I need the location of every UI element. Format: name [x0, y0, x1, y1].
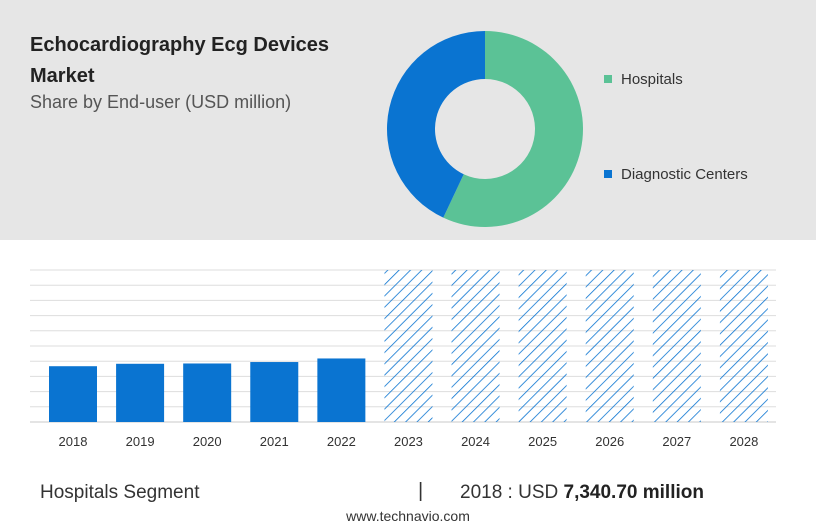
legend-item-hospitals: Hospitals	[604, 71, 683, 88]
x-tick-label-2022: 2022	[327, 434, 356, 449]
donut-slice-hospitals	[443, 31, 583, 227]
forecast-bar-2023	[384, 270, 433, 422]
x-tick-label-2028: 2028	[729, 434, 758, 449]
source-link[interactable]: www.technavio.com	[346, 508, 470, 524]
x-tick-label-2019: 2019	[126, 434, 155, 449]
donut-chart	[387, 31, 583, 227]
segment-amount: 7,340.70 million	[563, 482, 704, 503]
segment-label: Hospitals Segment	[40, 482, 200, 503]
x-tick-label-2027: 2027	[662, 434, 691, 449]
bar-2018	[49, 366, 97, 422]
legend-swatch-hospitals	[604, 75, 612, 84]
x-tick-label-2024: 2024	[461, 434, 490, 449]
chart-subtitle: Share by End-user (USD million)	[30, 92, 292, 112]
legend-label-hospitals: Hospitals	[621, 71, 683, 88]
x-tick-label-2025: 2025	[528, 434, 557, 449]
bar-2022	[317, 358, 366, 422]
bar-2019	[116, 363, 165, 422]
forecast-bar-2026	[585, 270, 634, 422]
bar-2021	[250, 362, 299, 422]
legend-item-diagnostic-centers: Diagnostic Centers	[604, 166, 748, 183]
forecast-bar-2024	[451, 270, 500, 422]
x-tick-label-2020: 2020	[193, 434, 222, 449]
donut-slice-diagnostic-centers	[387, 31, 485, 218]
footer-separator: |	[418, 480, 424, 502]
bar-chart: 2018 2019 2020 2021 2022 2023 2024 2025 2026 2027…	[30, 269, 776, 449]
forecast-bar-2025	[518, 270, 567, 422]
x-tick-label-2021: 2021	[260, 434, 289, 449]
bar-2020	[183, 363, 232, 422]
segment-value: 2018 : USD 7,340.70 million	[460, 482, 704, 504]
legend-swatch-diagnostic-centers	[604, 170, 612, 179]
chart-title: Echocardiography Ecg Devices Market	[30, 34, 330, 87]
legend-label-diagnostic-centers: Diagnostic Centers	[621, 166, 748, 183]
x-tick-label-2026: 2026	[595, 434, 624, 449]
forecast-bar-2028	[719, 270, 768, 422]
x-tick-label-2023: 2023	[394, 434, 423, 449]
segment-year-prefix: 2018 : USD	[460, 482, 559, 503]
forecast-bar-2027	[652, 270, 701, 422]
x-tick-label-2018: 2018	[59, 434, 88, 449]
